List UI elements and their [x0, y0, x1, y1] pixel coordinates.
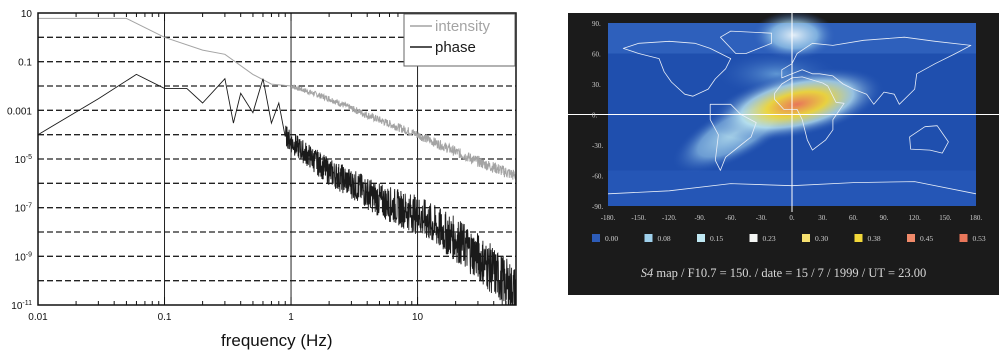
- lon-tick-label: -150.: [631, 214, 646, 222]
- lon-tick-label: -90.: [694, 214, 705, 222]
- colorbar-label: 0.30: [815, 234, 828, 243]
- colorbar-swatch: [802, 234, 810, 242]
- y-tick-label: 10: [21, 9, 33, 20]
- colorbar-label: 0.00: [605, 234, 618, 243]
- continent-africa: [774, 76, 845, 151]
- plot-frame: [37, 12, 517, 306]
- lon-tick-label: 60.: [849, 214, 858, 222]
- x-tick-label: 1: [288, 312, 294, 323]
- lon-tick-label: -120.: [662, 214, 677, 222]
- colorbar-swatch: [907, 234, 915, 242]
- s4-map-panel: 90. 60. 30. 0. -30. -60. -90. -180. -150. -120. -9…: [568, 13, 999, 295]
- caption-text: map / F10.7 = 150. / date = 15 / 7 / 199…: [653, 266, 927, 280]
- continent-north-america: [622, 40, 732, 97]
- lon-tick-label: 30.: [818, 214, 827, 222]
- legend: intensity phase: [403, 13, 516, 67]
- colorbar-swatch: [749, 234, 758, 242]
- legend-label: intensity: [435, 18, 491, 35]
- lat-tick-label: 0.: [592, 112, 598, 120]
- scint-patch-north: [752, 13, 837, 60]
- y-tick-label: 10-7: [15, 203, 32, 215]
- colorbar-label: 0.38: [868, 234, 881, 243]
- colorbar-swatch: [959, 234, 968, 242]
- lat-tick-label: -90.: [592, 203, 603, 211]
- colorbar-label: 0.45: [920, 234, 933, 243]
- lon-tick-label: -60.: [725, 214, 736, 222]
- continent-south-america: [709, 103, 757, 171]
- lat-tick-label: 30.: [592, 81, 601, 89]
- y-tick-label: 0.1: [18, 58, 32, 69]
- y-tick-label: 10-11: [11, 300, 32, 312]
- caption-s4: S4: [640, 266, 654, 280]
- colorbar-swatch: [644, 234, 653, 242]
- y-tick-label: 0.001: [7, 106, 32, 117]
- colorbar-swatch: [854, 234, 863, 242]
- y-tick-label: 10-9: [15, 251, 32, 263]
- x-axis-title: frequency (Hz): [221, 331, 333, 350]
- series-phase: [37, 73, 517, 306]
- colorbar-label: 0.08: [658, 234, 671, 243]
- colorbar-swatch: [697, 234, 705, 242]
- legend-box: [403, 13, 516, 67]
- series-intensity: [38, 17, 517, 180]
- x-tick-label: 10: [412, 312, 424, 323]
- continent-australia: [909, 125, 949, 154]
- lon-tick-label: 120.: [909, 214, 922, 222]
- x-tick-label: 0.1: [158, 312, 172, 323]
- x-tick-label: 0.01: [28, 312, 48, 323]
- colorbar-label: 0.23: [763, 234, 776, 243]
- lon-tick-label: 150.: [939, 214, 952, 222]
- spectrum-chart: 0.01 0.1 1 10 10 0.1 0.001 10-5 10-7 10-9 10-11 int…: [7, 9, 517, 323]
- lat-tick-label: 90.: [592, 20, 601, 28]
- legend-label: phase: [435, 39, 476, 56]
- colorbar-swatch: [592, 234, 600, 242]
- scint-peak-equatorial: [710, 68, 884, 141]
- lon-tick-label: 0.: [789, 214, 795, 222]
- colorbar-label: 0.53: [973, 234, 986, 243]
- lon-tick-label: 90.: [880, 214, 889, 222]
- lat-tick-label: 60.: [592, 51, 601, 59]
- lat-tick-label: -60.: [592, 173, 603, 181]
- s4-map: 90. 60. 30. 0. -30. -60. -90. -180. -150. -120. -9…: [568, 13, 999, 243]
- continent-eurasia: [781, 36, 972, 105]
- s4-map-caption: S4 map / F10.7 = 150. / date = 15 / 7 / …: [568, 266, 999, 281]
- y-tick-label: 10-5: [15, 154, 32, 166]
- lon-tick-label: -180.: [601, 214, 616, 222]
- lon-tick-label: 180.: [970, 214, 983, 222]
- colorbar-label: 0.15: [710, 234, 723, 243]
- lat-tick-label: -30.: [592, 142, 603, 150]
- continent-greenland: [719, 30, 773, 54]
- lon-tick-label: -30.: [756, 214, 767, 222]
